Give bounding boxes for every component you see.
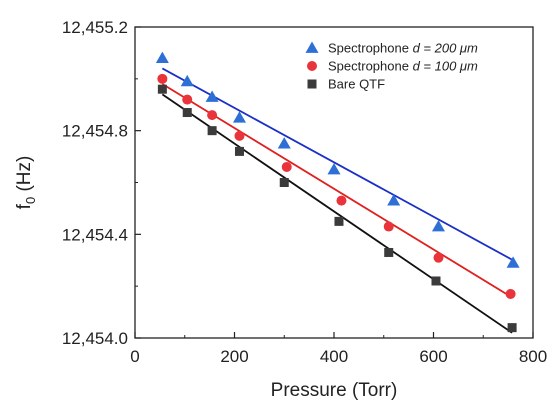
data-point-square: [207, 126, 217, 136]
data-point-circle: [182, 94, 193, 105]
data-point-circle: [234, 130, 245, 141]
y-tick-label: 12,454.0: [62, 329, 128, 348]
legend-label-italic: d = 200 μm: [413, 41, 478, 56]
legend-label: Bare QTF: [328, 77, 385, 92]
data-point-square: [384, 247, 394, 257]
data-point-triangle: [180, 74, 194, 87]
data-point-circle: [336, 195, 347, 206]
data-point-triangle: [387, 194, 401, 206]
x-tick-label: 400: [320, 347, 348, 366]
data-point-circle: [505, 288, 516, 299]
legend-marker-triangle: [305, 41, 319, 53]
fit-line-triangle: [161, 67, 514, 262]
data-point-square: [431, 276, 441, 286]
x-tick-label: 200: [220, 347, 248, 366]
data-point-circle: [383, 221, 394, 232]
data-point-circle: [207, 110, 218, 121]
data-point-circle: [433, 252, 444, 263]
legend-label-text: Bare QTF: [328, 77, 385, 92]
fit-line-square: [161, 93, 513, 334]
data-point-square: [334, 216, 344, 226]
y-tick-label: 12,454.8: [62, 122, 128, 141]
legend-label-text: Spectrophone: [328, 41, 413, 56]
data-point-circle: [281, 161, 292, 172]
y-tick-label: 12,454.4: [62, 225, 128, 244]
data-point-square: [182, 108, 192, 118]
x-tick-label: 600: [419, 347, 447, 366]
axes: 0 200 400 600 800 12,454.0 12,454.4 12,454.8 12,…: [62, 18, 547, 366]
y-axis-title-main: f: [14, 203, 35, 209]
data-point-triangle: [155, 51, 169, 63]
legend-label-text: Spectrophone: [328, 59, 413, 74]
x-tick-label: 0: [130, 347, 139, 366]
data-point-triangle: [232, 111, 246, 123]
data-point-triangle: [506, 256, 520, 268]
y-axis-title-subscript: 0: [23, 197, 38, 204]
legend-label: Spectrophone d = 200 μm: [328, 41, 478, 56]
fit-line-circle: [161, 83, 512, 298]
legend-marker-square: [307, 79, 317, 89]
data-point-circle: [157, 73, 168, 84]
plot-area: [155, 51, 520, 334]
data-point-square: [507, 323, 517, 333]
data-point-triangle: [277, 137, 291, 149]
data-point-triangle: [205, 90, 219, 102]
legend-label: Spectrophone d = 100 μm: [328, 59, 478, 74]
data-point-triangle: [327, 163, 341, 175]
x-axis-title: Pressure (Torr): [271, 380, 398, 401]
data-point-triangle: [431, 220, 445, 232]
data-point-square: [279, 178, 289, 187]
y-axis-title: f0 (Hz): [14, 156, 38, 210]
x-tick-label: 800: [519, 347, 547, 366]
y-tick-label: 12,455.2: [62, 18, 128, 37]
legend-label-italic: d = 100 μm: [413, 59, 478, 74]
legend-marker-circle: [307, 61, 317, 71]
data-point-square: [234, 146, 244, 156]
data-point-square: [157, 84, 167, 94]
y-axis-title-rest: (Hz): [14, 156, 35, 197]
